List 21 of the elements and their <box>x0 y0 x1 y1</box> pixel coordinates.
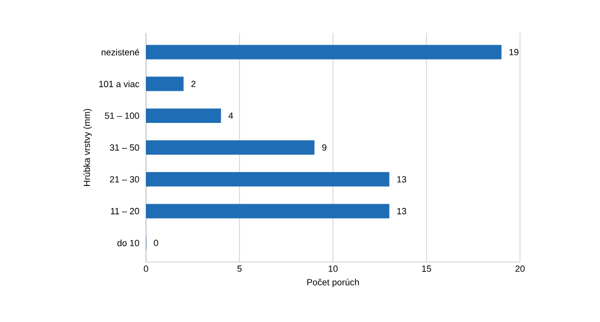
data-label: 13 <box>397 176 406 182</box>
y-tick-label: 51 – 100 <box>104 112 140 119</box>
y-tick-label: nezistené <box>102 48 140 56</box>
x-tick-label: 10 <box>328 266 338 272</box>
data-label: 2 <box>191 80 196 88</box>
x-tick-label: 20 <box>515 266 525 272</box>
y-tick-label: 31 – 50 <box>110 144 140 151</box>
y-tick-label: do 10 <box>117 240 140 246</box>
y-tick-label: 21 – 30 <box>110 176 140 182</box>
y-tick-label: 11 – 20 <box>110 208 140 214</box>
y-tick-label: 101 a viac <box>99 80 140 88</box>
x-tick-label: 5 <box>237 266 242 272</box>
data-label: 0 <box>154 240 158 246</box>
x-axis-title: Počet porúch <box>307 278 359 288</box>
y-axis-title: Hrúbka vrstvy (mm) <box>83 108 92 186</box>
data-label: 4 <box>228 112 234 119</box>
data-label: 19 <box>510 48 518 56</box>
data-label: 13 <box>397 208 406 214</box>
x-tick-label: 15 <box>422 266 432 272</box>
x-tick-label: 0 <box>144 266 148 272</box>
data-label: 9 <box>322 144 326 151</box>
